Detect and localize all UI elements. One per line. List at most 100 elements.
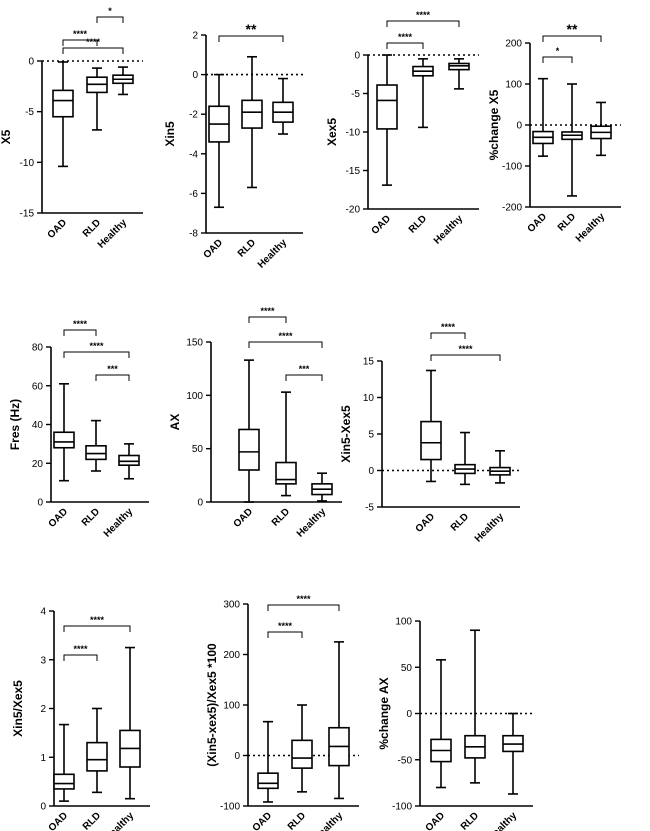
box-healthy: [590, 101, 612, 157]
y-tick-label: 3: [40, 655, 46, 666]
y-axis-label: Xin5/Xex5: [11, 680, 25, 737]
y-tick-label: -5: [351, 89, 360, 100]
significance-label: ****: [458, 344, 473, 354]
y-tick-label: 100: [395, 617, 412, 628]
y-tick-label: 0: [40, 802, 46, 813]
bracket-line: [62, 47, 124, 54]
box-iqr: [257, 772, 279, 790]
box-healthy: [448, 58, 470, 90]
y-tick-label: 0: [197, 498, 203, 509]
bracket-line: [386, 42, 424, 49]
category-label: Healthy: [473, 511, 507, 545]
significance-bracket: ****: [63, 341, 130, 358]
bracket-line: [248, 341, 323, 348]
y-axis-label: %change X5: [487, 89, 501, 160]
category-label: Healthy: [432, 213, 466, 247]
bracket-line: [285, 374, 323, 381]
box-oad: [53, 383, 75, 482]
box-healthy: [489, 449, 511, 484]
box-rld: [275, 391, 297, 497]
box-iqr: [85, 445, 107, 461]
y-axis-label: Xin5: [163, 121, 177, 147]
y-tick-label: 50: [401, 663, 413, 674]
bracket-line: [95, 374, 130, 381]
box-oad: [257, 720, 279, 803]
category-label: RLD: [270, 506, 292, 528]
y-tick-label: 50: [192, 444, 204, 455]
significance-label: ****: [278, 331, 293, 341]
category-label: Healthy: [574, 211, 608, 245]
significance-label: ****: [73, 29, 88, 39]
bracket-line: [386, 20, 460, 27]
y-tick-label: -15: [346, 166, 361, 177]
y-tick-label: 80: [32, 343, 44, 354]
significance-bracket: *: [542, 46, 573, 63]
y-tick-label: -10: [346, 128, 361, 139]
y-tick-label: 100: [505, 80, 522, 91]
y-tick-label: -5: [365, 503, 374, 514]
significance-label: ****: [416, 10, 431, 20]
y-tick-label: -50: [398, 755, 413, 766]
y-tick-label: -100: [502, 162, 522, 173]
y-axis-label: X5: [0, 129, 13, 144]
box-oad: [53, 723, 75, 802]
y-axis-label: Xin5-Xex5: [339, 405, 353, 463]
significance-bracket: ****: [63, 644, 98, 661]
category-label: OAD: [424, 810, 448, 831]
box-healthy: [311, 472, 333, 502]
y-tick-label: 4: [40, 607, 46, 618]
y-axis-label: Xex5: [325, 118, 339, 146]
box-oad: [430, 659, 452, 789]
box-oad: [238, 359, 260, 503]
bracket-line: [63, 654, 98, 661]
box-rld: [86, 67, 108, 131]
category-label: RLD: [286, 810, 308, 831]
box-rld: [86, 707, 108, 794]
box-rld: [241, 55, 263, 189]
box-iqr: [238, 428, 260, 471]
category-label: OAD: [526, 211, 550, 235]
category-label: Healthy: [103, 810, 137, 831]
y-tick-label: 2: [40, 704, 46, 715]
y-tick-label: 20: [32, 459, 44, 470]
box-oad: [52, 61, 74, 168]
bracket-line: [542, 35, 602, 42]
y-tick-label: -6: [189, 189, 198, 200]
significance-label: ****: [441, 322, 456, 332]
y-axis-label: %change AX: [377, 677, 391, 749]
significance-bracket: *: [96, 6, 124, 23]
significance-label: ****: [73, 644, 88, 654]
bracket-line: [430, 332, 466, 339]
box-rld: [291, 704, 313, 793]
box-rld: [85, 419, 107, 472]
y-tick-label: 200: [505, 39, 522, 50]
category-label: Healthy: [295, 506, 329, 540]
significance-label: *: [556, 46, 560, 56]
bracket-line: [96, 16, 124, 23]
box-oad: [208, 73, 230, 209]
significance-bracket: **: [218, 21, 284, 42]
y-tick-label: -8: [189, 229, 198, 240]
category-label: RLD: [81, 810, 103, 831]
significance-bracket: ****: [62, 37, 124, 54]
category-label: RLD: [556, 211, 578, 233]
bracket-line: [248, 316, 287, 323]
bracket-line: [63, 625, 131, 632]
category-label: RLD: [459, 810, 481, 831]
y-tick-label: 2: [192, 31, 198, 42]
category-label: Healthy: [312, 810, 346, 831]
y-tick-label: 100: [186, 391, 203, 402]
y-axis-label: (Xin5-xex5)/Xex5 *100: [205, 643, 219, 767]
y-tick-label: 150: [186, 338, 203, 349]
category-label: RLD: [407, 213, 429, 235]
chart-panel-10: -100 -50 0 50 100 %change AX OAD RLD Healthy: [377, 617, 533, 831]
y-tick-label: 0: [234, 751, 240, 762]
y-tick-label: -5: [25, 107, 34, 118]
box-oad: [532, 77, 554, 157]
y-axis-label: AX: [168, 414, 182, 431]
box-healthy: [112, 66, 134, 96]
box-healthy: [502, 712, 524, 795]
box-rld: [412, 58, 434, 129]
